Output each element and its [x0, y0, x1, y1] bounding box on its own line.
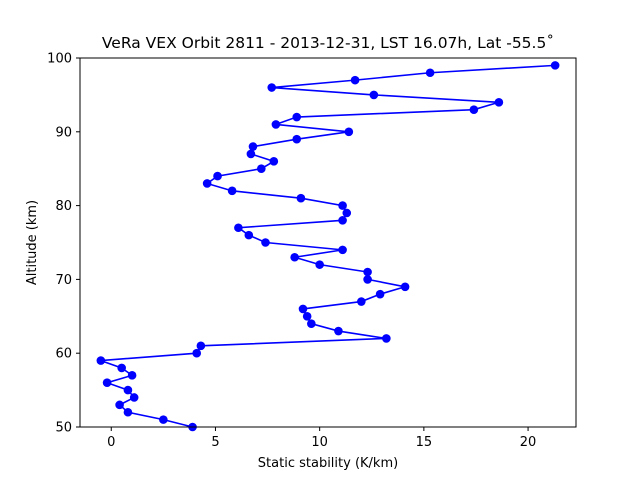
data-point: [196, 341, 206, 351]
plot-frame: [79, 57, 577, 428]
data-point: [375, 289, 385, 299]
x-axis-label: Static stability (K/km): [258, 456, 398, 471]
data-point: [469, 105, 479, 114]
data-point: [357, 297, 366, 306]
data-point: [127, 371, 137, 380]
x-tick-label: 20: [520, 435, 537, 450]
plot-area: [80, 58, 576, 427]
data-point: [550, 61, 560, 70]
data-point: [267, 83, 277, 92]
data-point: [350, 75, 360, 85]
data-point: [494, 97, 504, 107]
data-point: [269, 157, 279, 166]
data-point: [296, 193, 306, 203]
data-point: [248, 142, 258, 151]
x-tick-label: 5: [211, 435, 219, 450]
data-point: [96, 356, 106, 365]
data-point: [234, 223, 243, 233]
y-tick-label: 70: [55, 273, 72, 288]
data-point: [307, 319, 316, 328]
data-point: [213, 171, 222, 181]
data-point: [334, 326, 343, 336]
series-points: [96, 61, 560, 432]
x-tick-label: 10: [311, 435, 328, 450]
data-point: [292, 112, 302, 122]
axis-ticks: 0 5 10 15 20 50 60 70 80 90 100: [47, 52, 536, 451]
y-tick-label: 100: [47, 52, 72, 67]
data-point: [363, 267, 372, 277]
data-point: [244, 230, 254, 240]
data-point: [344, 127, 354, 137]
data-point: [298, 304, 308, 314]
y-tick-label: 50: [55, 421, 72, 436]
data-point: [292, 134, 302, 144]
data-point: [290, 252, 299, 262]
data-point: [227, 186, 237, 196]
data-point: [261, 238, 270, 247]
y-axis-label: Altitude (km): [25, 200, 40, 285]
data-point: [425, 68, 435, 78]
chart-title: VeRa VEX Orbit 2811 - 2013-12-31, LST 16…: [102, 34, 554, 52]
data-point: [202, 179, 212, 188]
y-tick-label: 90: [55, 125, 72, 140]
data-point: [123, 407, 133, 417]
data-point: [123, 385, 133, 395]
data-point: [115, 400, 124, 410]
y-tick-label: 60: [55, 347, 72, 362]
data-point: [129, 393, 139, 402]
data-point: [257, 164, 266, 173]
data-point: [369, 90, 379, 100]
data-point: [117, 363, 126, 373]
data-point: [315, 260, 324, 269]
x-tick-label: 0: [107, 435, 115, 450]
y-tick-label: 80: [55, 199, 72, 214]
data-point: [192, 348, 202, 358]
data-point: [363, 275, 372, 284]
data-point: [338, 201, 347, 210]
data-point: [302, 312, 312, 321]
x-tick-label: 15: [416, 435, 433, 450]
data-point: [271, 120, 281, 129]
data-point: [338, 216, 347, 225]
data-point: [159, 415, 168, 424]
data-point: [342, 208, 352, 218]
data-point: [400, 282, 410, 292]
data-point: [102, 378, 112, 388]
data-point: [246, 149, 256, 159]
data-point: [382, 334, 391, 343]
data-point: [338, 245, 347, 255]
